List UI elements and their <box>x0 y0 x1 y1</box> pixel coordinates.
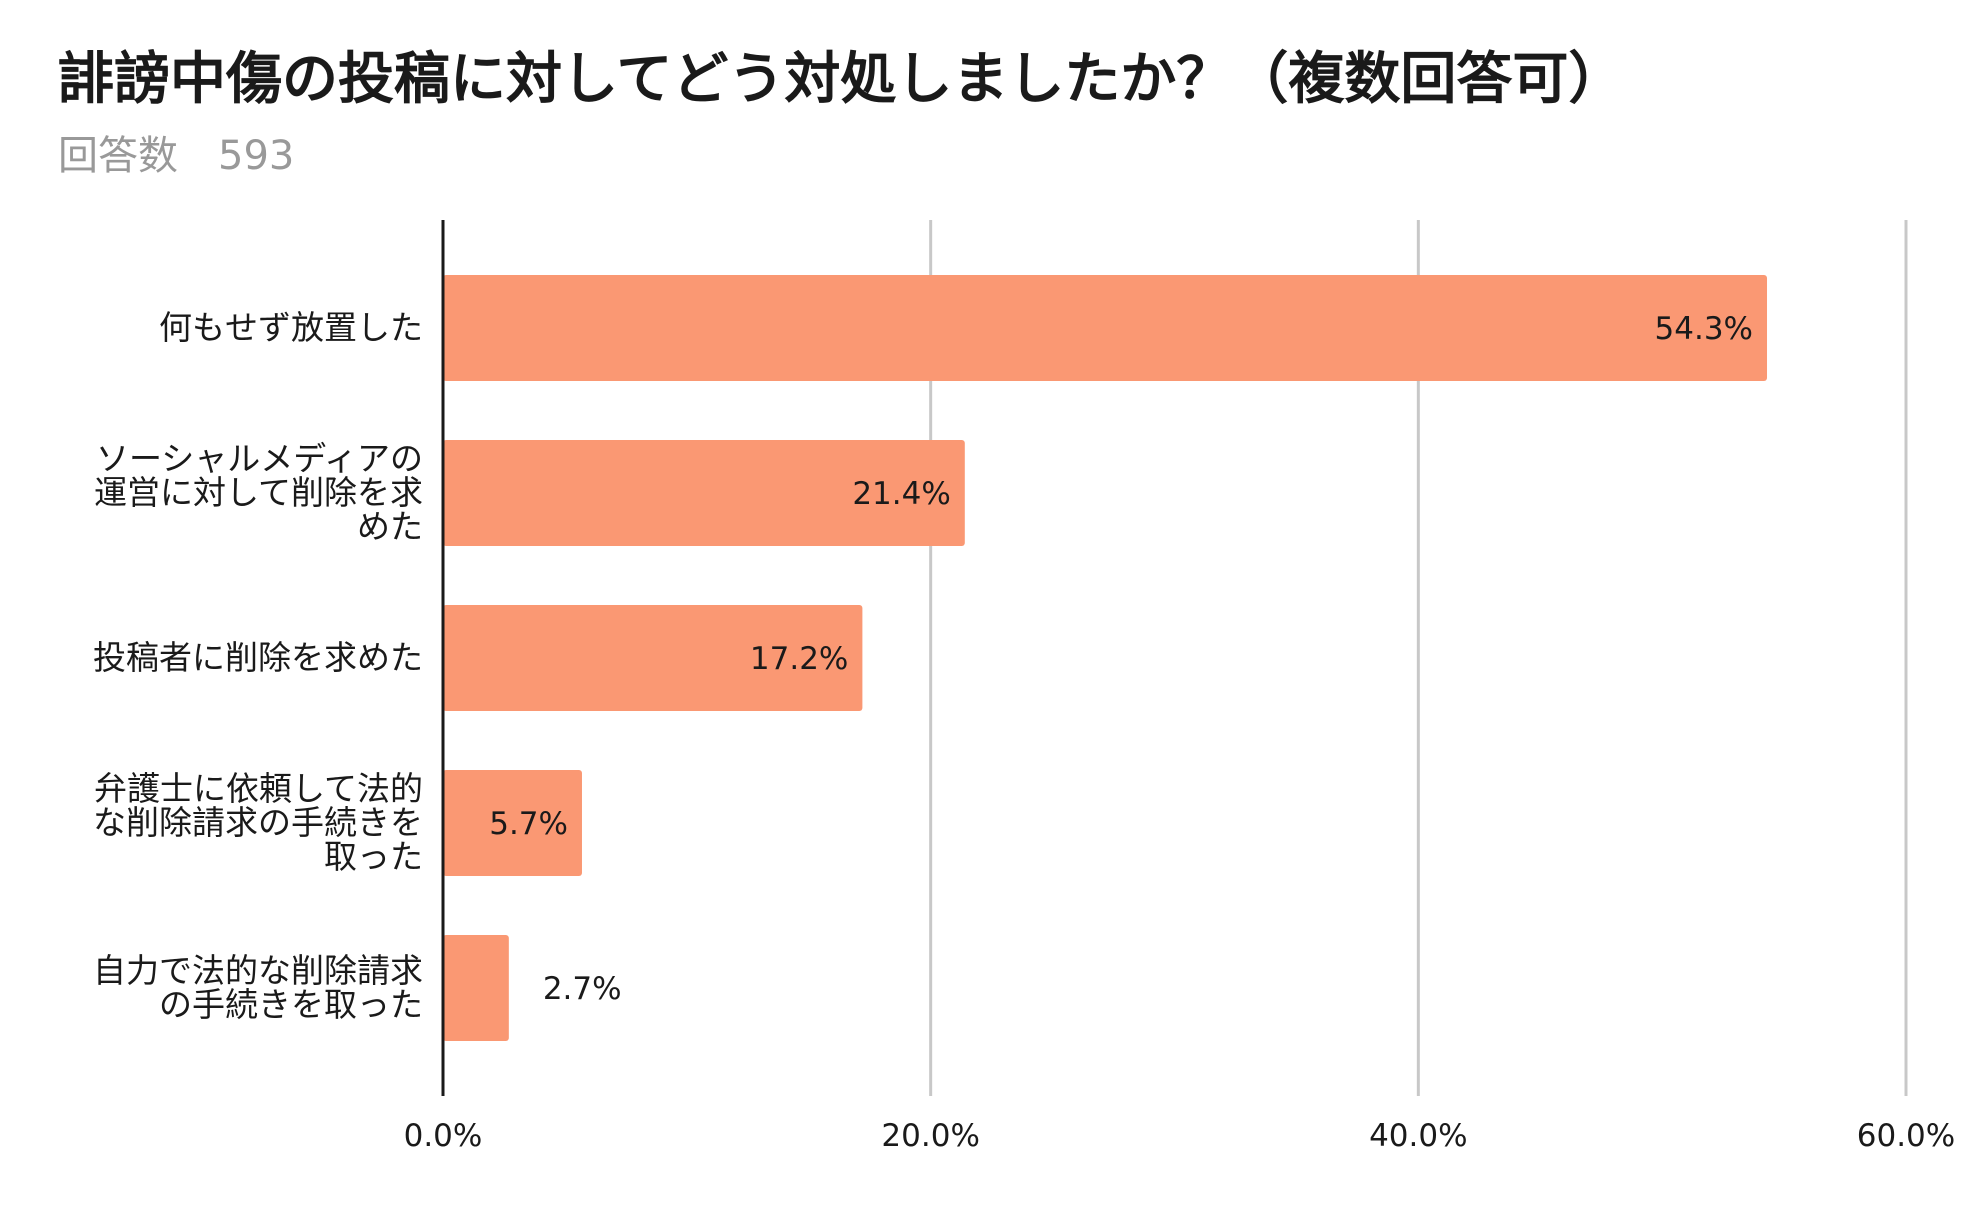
category-label: 弁護士に依頼して法的な削除請求の手続きを取った <box>93 769 423 876</box>
bar-value-label: 21.4% <box>852 476 950 512</box>
category-label: ソーシャルメディアの運営に対して削除を求めた <box>94 439 423 546</box>
x-tick-label: 0.0% <box>404 1118 483 1154</box>
labels: 0.0% 20.0% 40.0% 60.0% 54.3% 何もせず放置した 21.4% ソーシ… <box>93 308 1955 1154</box>
response-count-value: 593 <box>218 133 295 179</box>
bar-value-label: 17.2% <box>750 641 848 677</box>
bar-value-label: 54.3% <box>1655 311 1753 347</box>
x-tick-label: 40.0% <box>1369 1118 1467 1154</box>
bar <box>443 605 863 711</box>
bar <box>443 935 509 1041</box>
x-tick-label: 60.0% <box>1857 1118 1955 1154</box>
category-label: 自力で法的な削除請求の手続きを取った <box>93 951 423 1024</box>
bars <box>443 275 1768 1041</box>
category-label: 投稿者に削除を求めた <box>93 638 423 677</box>
response-count-label: 回答数 <box>58 133 178 179</box>
bar <box>443 275 1768 381</box>
category-label: 何もせず放置した <box>159 308 423 347</box>
chart-subtitle: 回答数 593 <box>58 128 294 184</box>
bar-value-label: 2.7% <box>543 971 622 1007</box>
bar <box>443 770 582 876</box>
bar-value-label: 5.7% <box>489 806 568 842</box>
bar <box>443 440 965 546</box>
chart-title: 誹謗中傷の投稿に対してどう対処しましたか？（複数回答可） <box>58 47 1625 112</box>
x-tick-label: 20.0% <box>881 1118 979 1154</box>
